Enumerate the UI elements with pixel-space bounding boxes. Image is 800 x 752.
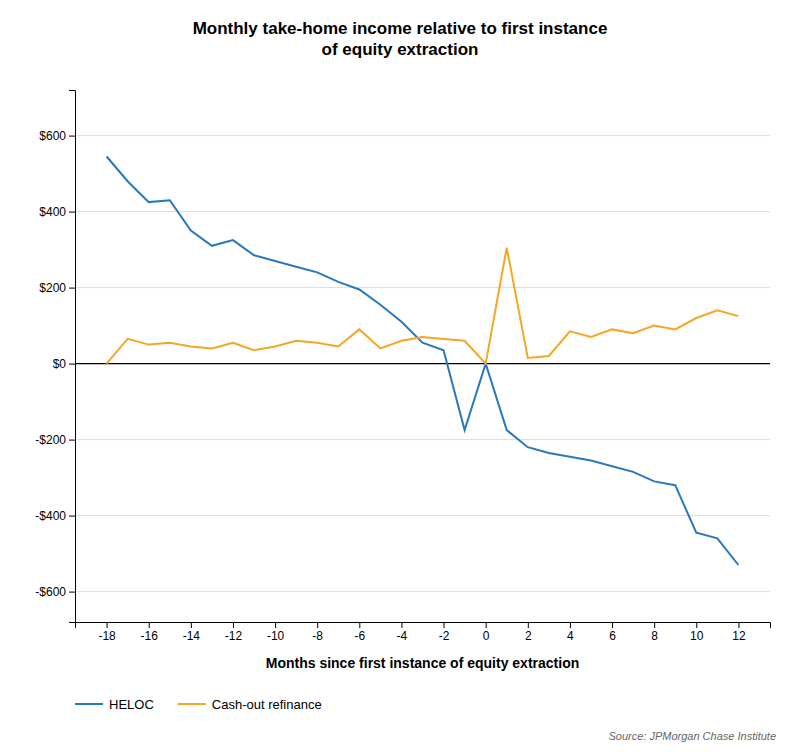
x-tick-label: 12 (732, 629, 746, 643)
x-tick: -6 (354, 622, 365, 643)
x-tick-label: 10 (690, 629, 704, 643)
legend-swatch (178, 703, 206, 705)
y-tick: -$400 (35, 509, 75, 523)
x-tick-mark (401, 622, 402, 628)
legend-label: Cash-out refinance (212, 697, 322, 712)
y-tick-label: $400 (39, 205, 66, 219)
y-tick: $200 (39, 281, 75, 295)
grid-line (75, 439, 770, 440)
y-tick-mark (69, 288, 75, 289)
y-tick-label: -$400 (35, 509, 66, 523)
y-tick: $0 (53, 357, 75, 371)
x-tick-mark (738, 622, 739, 628)
x-tick-label: -2 (439, 629, 450, 643)
y-axis-line (69, 91, 76, 623)
x-tick-label: -16 (141, 629, 159, 643)
x-tick-mark (570, 622, 571, 628)
x-tick-mark (149, 622, 150, 628)
x-tick-mark (317, 622, 318, 628)
legend-label: HELOC (109, 697, 154, 712)
x-tick-mark (444, 622, 445, 628)
x-tick-label: -4 (397, 629, 408, 643)
grid-line (75, 515, 770, 516)
x-tick: -12 (225, 622, 243, 643)
title-line: Monthly take-home income relative to fir… (193, 19, 608, 38)
x-tick-label: 0 (483, 629, 490, 643)
x-tick-mark (654, 622, 655, 628)
legend: HELOC Cash-out refinance (75, 697, 322, 712)
zero-line (75, 363, 770, 364)
y-tick: -$200 (35, 433, 75, 447)
x-tick-mark (612, 622, 613, 628)
y-tick-mark (69, 440, 75, 441)
x-tick-label: 6 (609, 629, 616, 643)
series-line (107, 248, 739, 364)
x-tick-label: -8 (312, 629, 323, 643)
x-tick: -4 (397, 622, 408, 643)
legend-item: Cash-out refinance (178, 697, 322, 712)
source-note: Source: JPMorgan Chase Institute (608, 730, 776, 742)
x-tick-mark (528, 622, 529, 628)
x-tick: 12 (732, 622, 746, 643)
x-tick: 0 (483, 622, 490, 643)
plot: -18 -16 -14 -12 -10 -8 -6 -4 -2 0 2 4 6 8 10 12 -$600 -$4… (35, 91, 770, 643)
x-axis: -18 -16 -14 -12 -10 -8 -6 -4 -2 0 2 4 6 8 10 12 (76, 622, 771, 643)
y-tick-mark (69, 516, 75, 517)
x-axis-title: Months since first instance of equity ex… (266, 655, 580, 671)
x-tick-mark (486, 622, 487, 628)
grid (75, 136, 770, 592)
series-line (107, 157, 739, 566)
y-tick-mark (69, 136, 75, 137)
legend-swatch (75, 703, 103, 705)
y-tick: $600 (39, 129, 75, 143)
title-line: of equity extraction (322, 40, 479, 59)
x-tick: -14 (183, 622, 201, 643)
y-tick: $400 (39, 205, 75, 219)
x-tick: -10 (267, 622, 285, 643)
x-tick-label: -10 (267, 629, 285, 643)
chart: -18 -16 -14 -12 -10 -8 -6 -4 -2 0 2 4 6 8 10 12 -$600 -$4… (0, 0, 800, 752)
x-axis-line (76, 623, 771, 629)
grid-line (75, 591, 770, 592)
x-tick-label: 2 (525, 629, 532, 643)
x-tick: 2 (525, 622, 532, 643)
y-tick-mark (69, 364, 75, 365)
x-tick: 10 (690, 622, 704, 643)
x-tick: -18 (98, 622, 116, 643)
y-tick-label: $200 (39, 281, 66, 295)
y-tick: -$600 (35, 585, 75, 599)
x-tick: 8 (651, 622, 658, 643)
x-tick-mark (107, 622, 108, 628)
x-tick: 4 (567, 622, 574, 643)
y-axis: -$600 -$400 -$200 $0 $200 $400 $600 (35, 91, 75, 623)
x-tick-mark (696, 622, 697, 628)
x-tick-label: 8 (651, 629, 658, 643)
y-tick-mark (69, 212, 75, 213)
x-tick-label: 4 (567, 629, 574, 643)
y-tick-mark (69, 592, 75, 593)
x-tick-mark (191, 622, 192, 628)
y-tick-label: $600 (39, 129, 66, 143)
y-tick-label: -$600 (35, 585, 66, 599)
x-tick-label: -14 (183, 629, 201, 643)
y-tick-label: $0 (53, 357, 67, 371)
x-tick-mark (359, 622, 360, 628)
lines (107, 157, 739, 566)
grid-line (75, 287, 770, 288)
y-tick-label: -$200 (35, 433, 66, 447)
grid-line (75, 211, 770, 212)
x-tick: -2 (439, 622, 450, 643)
x-tick-label: -18 (98, 629, 116, 643)
x-tick-mark (275, 622, 276, 628)
x-tick: -16 (141, 622, 159, 643)
x-tick-label: -6 (354, 629, 365, 643)
title: Monthly take-home income relative to fir… (193, 19, 608, 59)
x-tick-label: -12 (225, 629, 243, 643)
x-tick: -8 (312, 622, 323, 643)
x-tick: 6 (609, 622, 616, 643)
grid-line (75, 135, 770, 136)
x-tick-mark (233, 622, 234, 628)
legend-item: HELOC (75, 697, 154, 712)
